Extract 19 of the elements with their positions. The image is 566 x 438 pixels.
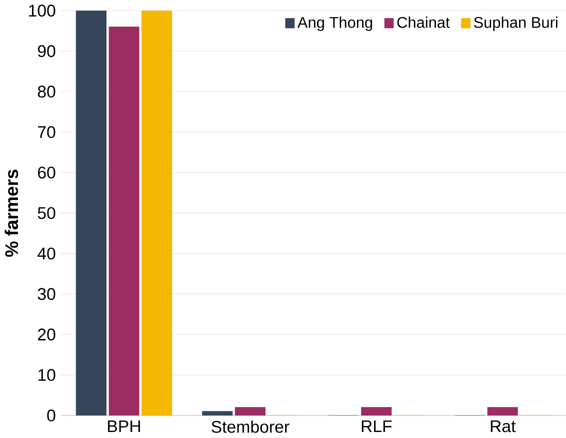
x-tick-label: Stemborer	[212, 420, 290, 434]
y-tick-label: 30	[38, 288, 56, 300]
y-tick-label: 0	[47, 410, 56, 422]
y-axis-title: % farmers	[4, 170, 18, 258]
legend-label: Chainat	[397, 16, 450, 28]
y-tick-label: 80	[38, 86, 56, 98]
y-tick-label: 70	[38, 126, 56, 138]
y-tick-label: 10	[38, 369, 56, 382]
y-tick-label: 100	[29, 4, 56, 17]
y-tick-label: 60	[38, 166, 56, 179]
y-tick-label: 40	[38, 248, 56, 260]
x-tick-label: RLF	[362, 420, 392, 432]
y-tick-label: 90	[38, 45, 56, 58]
x-tick-label: BPH	[108, 420, 140, 432]
x-tick-label: Rat	[490, 420, 516, 432]
y-tick-label: 20	[38, 328, 56, 341]
legend-label: Suphan Buri	[474, 16, 558, 32]
legend-label: Ang Thong	[297, 16, 372, 32]
y-tick-label: 50	[38, 207, 56, 220]
